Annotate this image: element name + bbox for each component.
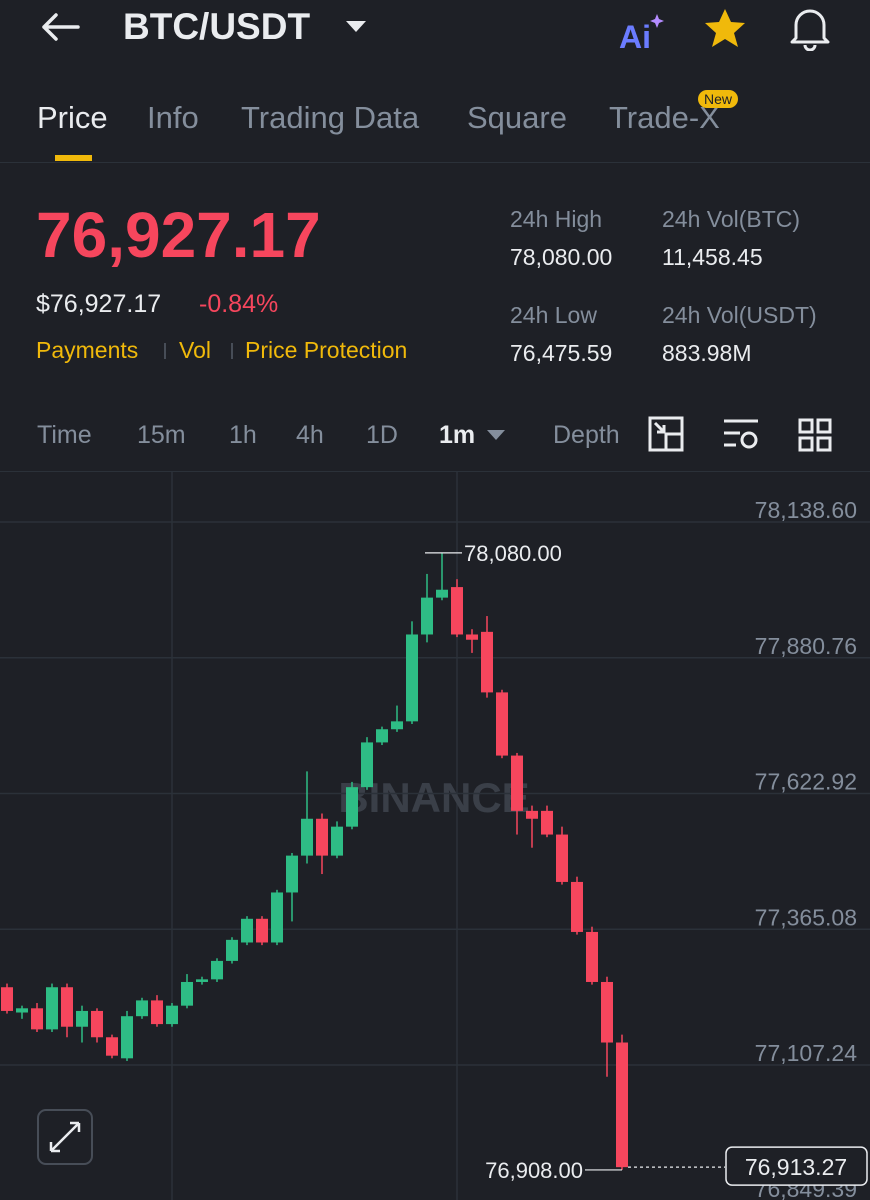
interval[interactable]: 4h bbox=[296, 421, 324, 449]
candle-body bbox=[481, 631, 493, 693]
candle-body bbox=[106, 1037, 118, 1056]
candle-body bbox=[556, 834, 568, 882]
candle-body bbox=[1, 987, 13, 1011]
y-tick-label: 77,622.92 bbox=[755, 769, 857, 795]
candle-body bbox=[196, 979, 208, 982]
candle-body bbox=[16, 1008, 28, 1013]
interval[interactable]: 1h bbox=[229, 421, 257, 449]
interval[interactable]: 1m bbox=[439, 421, 476, 449]
usd-price: $76,927.17 bbox=[36, 290, 162, 318]
interval[interactable]: 15m bbox=[137, 421, 186, 449]
chart-tool-icon[interactable] bbox=[648, 416, 684, 452]
stat-value: 11,458.45 bbox=[662, 244, 763, 270]
stat-label: 24h High bbox=[510, 206, 603, 232]
candle-body bbox=[76, 1010, 88, 1027]
candle-body bbox=[361, 742, 373, 788]
y-tick-label: 77,107.24 bbox=[755, 1040, 858, 1066]
last-price-label: 76,913.27 bbox=[745, 1154, 847, 1180]
candle-body bbox=[166, 1005, 178, 1025]
candle-body bbox=[91, 1010, 103, 1038]
y-tick-label: 78,138.60 bbox=[755, 497, 857, 523]
candle-body bbox=[151, 1000, 163, 1025]
tab[interactable]: Trading Data bbox=[241, 100, 420, 135]
candle-body bbox=[526, 810, 538, 819]
link[interactable]: Payments bbox=[36, 337, 139, 363]
candle-body bbox=[121, 1016, 133, 1059]
high-marker-label: 78,080.00 bbox=[464, 541, 562, 566]
last-price-box bbox=[725, 1146, 868, 1186]
y-tick-label: 77,880.76 bbox=[755, 633, 857, 659]
last-price: 76,927.17 bbox=[36, 199, 321, 271]
candle-body bbox=[586, 931, 598, 982]
stat-value: 883.98M bbox=[662, 340, 752, 366]
candle-body bbox=[436, 589, 448, 598]
candle-body bbox=[31, 1008, 43, 1030]
separator bbox=[231, 343, 233, 359]
tab[interactable]: Info bbox=[147, 100, 199, 135]
candle-body bbox=[451, 587, 463, 635]
candle-body bbox=[226, 939, 238, 961]
candle-body bbox=[301, 818, 313, 856]
favorite-star[interactable] bbox=[702, 6, 748, 50]
candle-body bbox=[46, 987, 58, 1030]
candle-body bbox=[421, 597, 433, 635]
stat-label: 24h Vol(USDT) bbox=[662, 302, 817, 328]
tab-indicator bbox=[55, 155, 92, 161]
stat-label: 24h Low bbox=[510, 302, 597, 328]
low-marker-label: 76,908.00 bbox=[485, 1158, 583, 1183]
interval[interactable]: 1D bbox=[366, 421, 398, 449]
candle-body bbox=[181, 981, 193, 1006]
candle-body bbox=[616, 1042, 628, 1168]
candle-body bbox=[376, 729, 388, 743]
tab[interactable]: Square bbox=[467, 100, 567, 135]
link[interactable]: Vol bbox=[179, 337, 211, 363]
layout-icon[interactable] bbox=[798, 418, 832, 452]
price-change: -0.84% bbox=[199, 290, 279, 318]
notification-bell[interactable] bbox=[788, 5, 832, 51]
ai-button[interactable]: Ai bbox=[617, 12, 667, 52]
interval-dropdown[interactable] bbox=[486, 428, 506, 442]
divider bbox=[0, 162, 870, 163]
stat-label: 24h Vol(BTC) bbox=[662, 206, 801, 232]
expand-button[interactable] bbox=[37, 1109, 93, 1165]
stat-value: 78,080.00 bbox=[510, 244, 613, 270]
candle-body bbox=[601, 981, 613, 1043]
candle-body bbox=[571, 881, 583, 932]
pair-dropdown[interactable] bbox=[344, 18, 368, 34]
candle-body bbox=[241, 918, 253, 943]
y-tick-label: 77,365.08 bbox=[755, 904, 857, 930]
separator bbox=[164, 343, 166, 359]
candle-body bbox=[316, 818, 328, 856]
stat-value: 76,475.59 bbox=[510, 340, 613, 366]
candle-body bbox=[541, 810, 553, 835]
interval[interactable]: Time bbox=[37, 421, 92, 449]
indicator-settings-icon[interactable] bbox=[722, 418, 760, 452]
interval[interactable]: Depth bbox=[553, 421, 620, 449]
candle-body bbox=[61, 987, 73, 1027]
link[interactable]: Price Protection bbox=[245, 337, 408, 363]
candle-body bbox=[211, 960, 223, 980]
candle-body bbox=[136, 1000, 148, 1017]
candlestick-chart: BINANCE 78,138.6077,880.7677,622.9277,36… bbox=[0, 472, 870, 1200]
back-button[interactable] bbox=[38, 10, 82, 44]
new-badge: New bbox=[698, 90, 739, 108]
candle-body bbox=[496, 692, 508, 756]
svg-text:Ai: Ai bbox=[619, 19, 651, 52]
divider bbox=[0, 471, 870, 472]
candle-body bbox=[406, 634, 418, 722]
candle-body bbox=[466, 634, 478, 640]
candle-body bbox=[511, 755, 523, 811]
candle-body bbox=[286, 855, 298, 893]
candle-body bbox=[331, 826, 343, 856]
candle-body bbox=[346, 787, 358, 827]
candle-body bbox=[391, 721, 403, 730]
pair-title[interactable]: BTC/USDT bbox=[123, 6, 311, 47]
candle-body bbox=[271, 892, 283, 943]
candle-body bbox=[256, 918, 268, 943]
tab[interactable]: Price bbox=[37, 100, 108, 135]
